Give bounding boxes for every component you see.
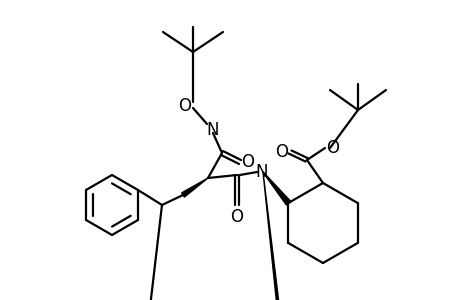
- Polygon shape: [263, 172, 290, 205]
- Text: O: O: [178, 97, 191, 115]
- Text: N: N: [206, 121, 219, 139]
- Text: O: O: [275, 143, 288, 161]
- Polygon shape: [263, 172, 290, 204]
- Text: O: O: [230, 208, 243, 226]
- Polygon shape: [263, 172, 290, 300]
- Text: O: O: [326, 139, 339, 157]
- Text: O: O: [241, 153, 254, 171]
- Text: N: N: [255, 163, 268, 181]
- Polygon shape: [181, 178, 207, 197]
